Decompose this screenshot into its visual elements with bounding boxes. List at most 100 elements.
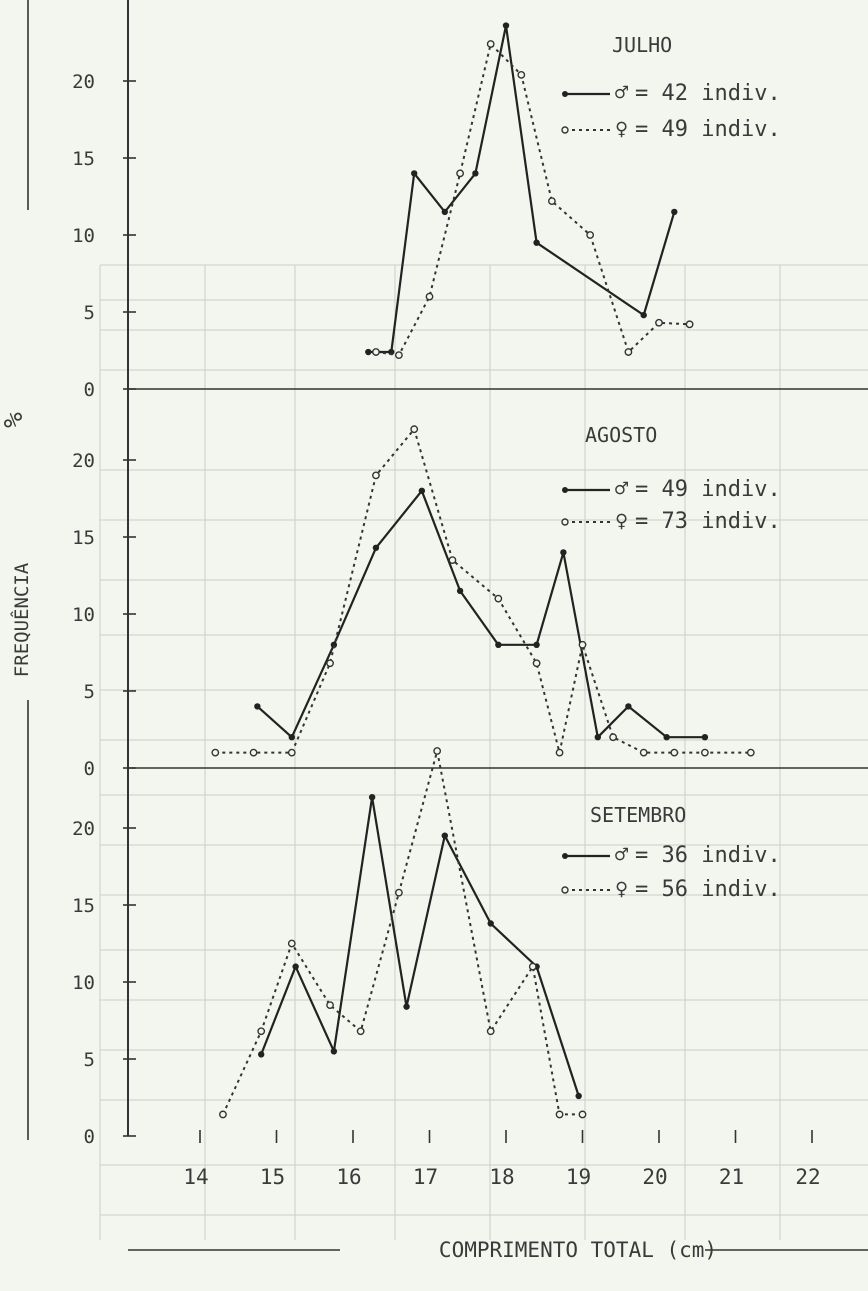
female-data-point [486, 1027, 495, 1036]
y-axis-unit-label: % [0, 412, 29, 428]
male-data-point [330, 1048, 338, 1055]
male-data-point [472, 170, 479, 177]
panel-title: SETEMBRO [590, 803, 686, 827]
y-tick-label: 20 [72, 818, 95, 840]
x-axis-label: COMPRIMENTO TOTAL (cm) [439, 1238, 717, 1262]
female-data-point [555, 1110, 564, 1119]
female-series-line [215, 427, 751, 754]
male-data-point [701, 734, 709, 741]
y-tick-label: 10 [72, 972, 95, 994]
x-tick-label: 19 [566, 1165, 591, 1189]
female-data-point [609, 733, 617, 742]
male-data-point [533, 239, 540, 246]
female-data-point [372, 348, 380, 356]
y-tick-label: 5 [84, 1049, 95, 1071]
male-data-point [663, 734, 670, 741]
female-data-point [425, 292, 434, 301]
panel-agosto: 0 5 10 15 20 AGOSTO ♂ = 49 indiv. ♀ = 73 indiv. [72, 423, 781, 780]
male-series-line [260, 797, 580, 1097]
male-data-point [625, 703, 632, 710]
male-data-point [254, 703, 261, 710]
female-data-point [586, 231, 595, 239]
female-data-point [394, 888, 403, 897]
x-tick-label: 16 [336, 1165, 361, 1189]
female-data-point [517, 70, 526, 79]
x-tick-label: 22 [795, 1165, 820, 1189]
male-data-point [368, 794, 376, 801]
male-data-point [372, 544, 380, 551]
panel-title: JULHO [612, 33, 672, 57]
female-data-point [433, 747, 442, 755]
male-data-point [456, 587, 464, 595]
female-data-point [494, 594, 503, 603]
female-data-point [655, 318, 663, 327]
legend-marker [562, 91, 568, 97]
y-tick-label: 10 [72, 225, 95, 247]
y-tick-label: 5 [84, 681, 95, 703]
y-tick-label: 0 [84, 1126, 95, 1148]
male-data-point [288, 734, 295, 741]
male-data-point [292, 963, 299, 970]
female-data-point [326, 1001, 334, 1009]
female-data-point [394, 351, 403, 360]
female-data-point [578, 1110, 587, 1119]
male-data-point [671, 208, 678, 216]
male-data-point [403, 1003, 410, 1010]
male-symbol-icon: ♂ [615, 81, 629, 106]
female-data-point [219, 1110, 227, 1119]
male-data-point [533, 641, 540, 648]
male-data-point [411, 170, 418, 177]
legend-marker [562, 853, 568, 859]
female-symbol-icon: ♀ [615, 509, 628, 534]
female-data-point [701, 748, 709, 757]
female-data-point [410, 425, 419, 434]
male-symbol-icon: ♂ [615, 477, 629, 502]
female-data-point [486, 40, 495, 48]
female-series-line [222, 750, 583, 1116]
x-axis: 14 15 16 17 18 19 20 21 22 [128, 1130, 868, 1251]
panel-julho: 0 5 10 15 20 JULHO ♂ = 42 indiv. ♀ = 49 indiv. [72, 22, 781, 401]
male-data-point [502, 22, 510, 29]
male-data-point [441, 208, 448, 216]
male-data-point [560, 549, 567, 556]
female-data-point [548, 197, 556, 206]
female-data-point [448, 556, 457, 564]
legend-label: = 49 indiv. [635, 477, 781, 502]
x-tick-label: 14 [183, 1165, 208, 1189]
female-data-point [624, 348, 633, 356]
female-data-point [746, 748, 755, 757]
y-tick-label: 15 [72, 895, 95, 917]
legend-label: = 49 indiv. [635, 117, 781, 142]
female-data-point [578, 640, 587, 649]
female-data-point [532, 659, 541, 668]
x-tick-label: 18 [489, 1165, 514, 1189]
legend-marker [561, 518, 569, 526]
panel-setembro: 0 5 10 15 20 SETEMBRO ♂ = 36 indiv. ♀ = 56 indiv. [72, 747, 781, 1148]
female-data-point [287, 939, 296, 948]
background-bleedthrough-grid [99, 264, 868, 1240]
male-data-point [594, 734, 601, 741]
female-data-point [287, 748, 296, 757]
male-data-point [640, 311, 647, 319]
female-data-point [211, 748, 220, 757]
y-tick-label: 15 [72, 148, 95, 170]
x-tick-label: 21 [719, 1165, 744, 1189]
male-data-point [487, 920, 494, 927]
female-symbol-icon: ♀ [615, 117, 628, 142]
male-data-point [418, 487, 426, 494]
female-data-point [372, 471, 380, 480]
y-tick-label: 5 [84, 302, 95, 324]
female-data-point [356, 1027, 365, 1036]
y-axis-label: FREQUÊNCIA [10, 562, 33, 677]
female-data-point [670, 748, 679, 757]
x-tick-label: 20 [642, 1165, 667, 1189]
male-data-point [495, 641, 502, 648]
legend-marker [562, 487, 568, 493]
female-data-point [528, 962, 537, 971]
legend-marker [561, 886, 569, 894]
y-tick-label: 0 [84, 379, 95, 401]
female-data-point [257, 1027, 266, 1036]
panel-title: AGOSTO [585, 423, 657, 447]
